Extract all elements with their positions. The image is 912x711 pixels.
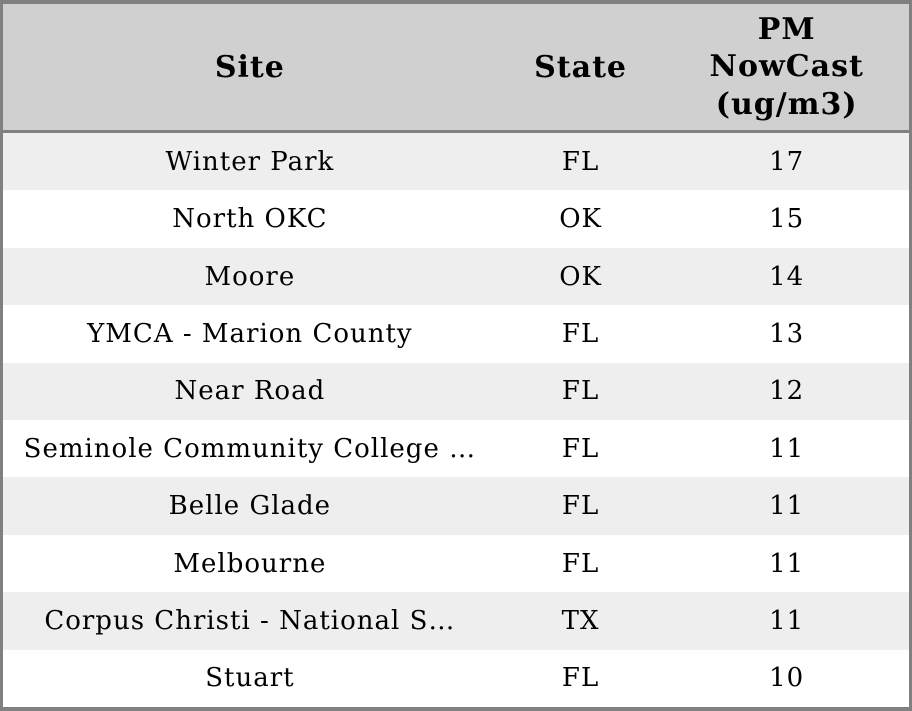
state-cell: FL [561,663,600,694]
pm-nowcast-cell: 13 [769,318,805,349]
table-row: North OKC OK 15 [3,190,909,248]
table-header-row: Site State PM NowCast (ug/m3) [3,4,909,133]
table-row: Moore OK 14 [3,247,909,306]
site-cell: Winter Park [165,146,335,177]
site-cell: Corpus Christi - National S… [44,605,456,636]
column-header-state: State [534,49,628,85]
table-row: Near Road FL 12 [3,362,909,421]
column-header-site: Site [214,49,285,85]
table-row: Seminole Community College … FL 11 [3,420,909,478]
state-cell: FL [561,146,600,177]
table-body: Winter Park FL 17 North OKC OK 15 Moore … [3,133,909,708]
state-cell: FL [561,433,600,464]
pm-nowcast-cell: 11 [769,491,805,522]
pm-nowcast-cell: 17 [769,146,805,177]
table-row: YMCA - Marion County FL 13 [3,305,909,363]
state-cell: FL [561,548,600,579]
site-cell: YMCA - Marion County [87,318,413,349]
table-row: Melbourne FL 11 [3,534,909,593]
table-row: Winter Park FL 17 [3,133,909,191]
pm-nowcast-cell: 12 [769,376,805,407]
column-header-pm-nowcast: PM NowCast (ug/m3) [709,11,864,122]
pm-nowcast-cell: 15 [769,204,805,235]
state-cell: FL [561,318,600,349]
pm-nowcast-cell: 11 [769,605,805,636]
table-row: Stuart FL 10 [3,649,909,708]
table-row: Corpus Christi - National S… TX 11 [3,592,909,650]
site-cell: Seminole Community College … [23,433,477,464]
pm-nowcast-cell: 11 [769,548,805,579]
site-cell: Belle Glade [168,491,332,522]
state-cell: FL [561,491,600,522]
site-cell: Near Road [174,376,326,407]
pm-nowcast-cell: 11 [769,433,805,464]
state-cell: FL [561,376,600,407]
site-cell: North OKC [172,204,328,235]
site-cell: Melbourne [173,548,327,579]
state-cell: OK [559,204,602,235]
pm-nowcast-cell: 10 [769,663,805,694]
site-cell: Moore [204,261,296,292]
state-cell: TX [561,605,600,636]
pm-nowcast-cell: 14 [769,261,805,292]
state-cell: OK [559,261,602,292]
site-cell: Stuart [205,663,295,694]
table-row: Belle Glade FL 11 [3,477,909,535]
